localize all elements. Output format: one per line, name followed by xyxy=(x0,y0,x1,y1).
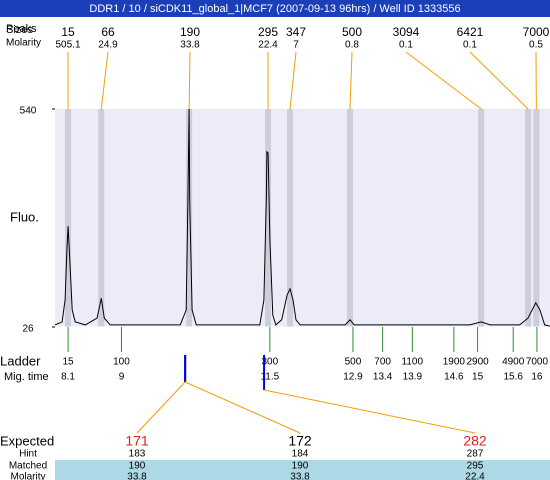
peak-band xyxy=(98,109,105,327)
peak-line xyxy=(405,51,482,110)
peak-size: 3094 xyxy=(393,25,420,39)
peak-line xyxy=(289,51,297,110)
peak-size: 500 xyxy=(342,25,362,39)
peak-molarity: 0.1 xyxy=(399,40,413,51)
expected-value: 282 xyxy=(463,433,487,449)
ladder-size: 300 xyxy=(262,357,279,368)
trace xyxy=(54,108,550,327)
peak-size: 6421 xyxy=(457,25,484,39)
peak-band xyxy=(478,109,485,327)
molarity-value: 22.4 xyxy=(465,472,485,480)
mig-time: 15 xyxy=(472,372,484,383)
matched-label: Matched xyxy=(9,461,47,472)
hint-label: Hint xyxy=(19,449,37,460)
expected-link xyxy=(263,389,476,434)
peak-size: 190 xyxy=(180,25,200,39)
mig-time: 9 xyxy=(119,372,125,383)
row-label: Peaks xyxy=(6,23,37,35)
molarity-label: Molarity xyxy=(10,472,45,480)
peak-band xyxy=(533,109,540,327)
matched-value: 295 xyxy=(467,461,484,472)
expected-link xyxy=(184,381,301,434)
ladder-size: 7000 xyxy=(526,357,549,368)
peak-size: 295 xyxy=(258,25,278,39)
peak-molarity: 0.8 xyxy=(345,40,359,51)
title: DDR1 / 10 / siCDK11_global_1|MCF7 (2007-… xyxy=(89,3,460,15)
peak-molarity: 505.1 xyxy=(55,40,80,51)
title-bar xyxy=(0,0,550,17)
ladder-size: 1900 xyxy=(443,357,466,368)
expected-value: 171 xyxy=(125,433,149,449)
molarity-value: 33.8 xyxy=(290,472,310,480)
peak-size: 15 xyxy=(61,25,75,39)
peak-molarity: 0.5 xyxy=(529,40,543,51)
peak-molarity: 33.8 xyxy=(180,40,200,51)
expected-link xyxy=(136,381,186,434)
y-tick-label: 26 xyxy=(22,324,34,335)
row-label: Sizes xyxy=(6,24,33,36)
ladder-label: Ladder xyxy=(0,353,41,368)
ladder-size: 100 xyxy=(113,357,130,368)
hint-value: 184 xyxy=(292,449,309,460)
peak-size: 347 xyxy=(286,25,306,39)
peak-band xyxy=(65,109,72,327)
matched-value: 190 xyxy=(292,461,309,472)
mig-time: 13.9 xyxy=(403,372,423,383)
mig-time: 11.5 xyxy=(260,372,279,383)
y-tick-label: 540 xyxy=(20,106,37,117)
peak-size: 66 xyxy=(101,25,115,39)
peak-band xyxy=(287,109,294,327)
ladder-size: 1100 xyxy=(402,357,424,368)
peak-band xyxy=(186,109,193,327)
peak-line xyxy=(188,51,191,110)
ladder-size: 500 xyxy=(345,357,362,368)
y-axis-label: Fluo. xyxy=(10,209,39,224)
mig-time: 15.6 xyxy=(503,372,523,383)
matched-value: 190 xyxy=(129,461,146,472)
peak-line xyxy=(100,51,109,110)
ladder-size: 700 xyxy=(374,357,391,368)
expected-value: 172 xyxy=(288,433,312,449)
hint-value: 287 xyxy=(467,449,484,460)
peak-molarity: 7 xyxy=(293,40,299,51)
peak-molarity: 0.1 xyxy=(463,40,477,51)
matched-bg xyxy=(55,460,550,480)
peak-band xyxy=(265,109,272,327)
expected-label: Expected xyxy=(0,433,54,448)
ladder-size: 15 xyxy=(62,357,74,368)
peak-line xyxy=(349,51,353,110)
mig-time: 13.4 xyxy=(373,372,393,383)
ladder-size: 2900 xyxy=(466,357,489,368)
molarity-value: 33.8 xyxy=(127,472,147,480)
peak-band xyxy=(346,109,353,327)
peak-molarity: 24.9 xyxy=(98,40,118,51)
peak-size: 7000 xyxy=(523,25,550,39)
mig-time: 16 xyxy=(531,372,543,383)
peak-line xyxy=(469,51,529,110)
peak-molarity: 22.4 xyxy=(258,40,278,51)
mig-time: 8.1 xyxy=(61,372,75,383)
plot-area xyxy=(55,109,550,327)
row-label: Molarity xyxy=(6,38,41,49)
mig-time: 14.6 xyxy=(444,372,464,383)
mig-label: Mig. time xyxy=(4,371,49,383)
peak-band xyxy=(525,109,532,327)
mig-time: 12.9 xyxy=(343,372,363,383)
ladder-size: 4900 xyxy=(502,357,525,368)
hint-value: 183 xyxy=(129,449,146,460)
